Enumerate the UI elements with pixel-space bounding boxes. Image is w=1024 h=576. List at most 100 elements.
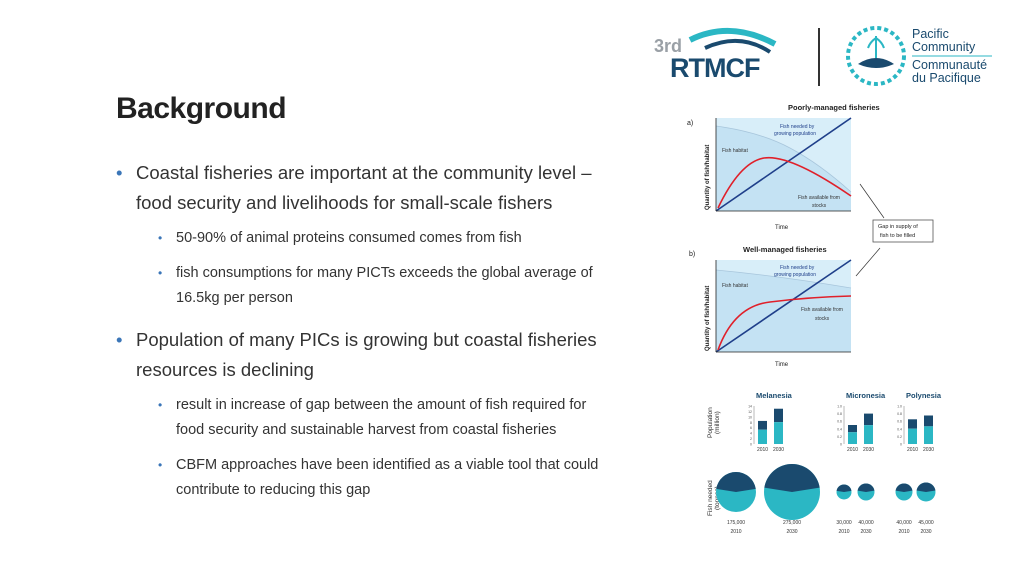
y-tick-label: 1.0 [897, 405, 902, 409]
sub-bullet-2-2: • CBFM approaches have been identified a… [158, 453, 606, 503]
bullet-dot-icon: • [158, 458, 163, 472]
bullet-list: • Coastal fisheries are important at the… [116, 158, 606, 513]
y-tick-label: 0.8 [897, 412, 902, 416]
pacific-community-logo: Pacific Community Communauté du Pacifiqu… [846, 26, 992, 86]
y-tick-label: 10 [748, 415, 752, 419]
y-tick-label: 1.0 [837, 405, 842, 409]
bar-year-label: 2010 [907, 447, 918, 453]
pc-name-line4: du Pacifique [912, 71, 981, 85]
logo-wave [704, 38, 772, 54]
chart-b-ylabel: Quantity of fish/habitat [705, 286, 711, 351]
gap-arrow-up [859, 183, 885, 219]
rtmcf-superscript: 3rd [654, 36, 682, 56]
bullet-dot-icon: • [158, 266, 163, 280]
pie-year-label: 2010 [730, 529, 741, 535]
population-bar-bottom [758, 429, 767, 444]
region-title-melanesia: Melanesia [756, 391, 793, 400]
fish-pie-navy [857, 483, 875, 492]
y-tick-label: 4 [750, 432, 752, 436]
gap-arrow-down [855, 247, 881, 277]
rtmcf-wordmark: RTMCF [670, 53, 760, 83]
rtmcf-logo: 3rd RTMCF [654, 28, 777, 83]
logo-divider [818, 28, 820, 86]
bullet-1-text: Coastal fisheries are important at the c… [136, 162, 592, 213]
sub-bullet-1-1-text: 50-90% of animal proteins consumed comes… [176, 230, 522, 246]
fish-pie-navy [764, 464, 820, 492]
bar-year-label: 2010 [757, 447, 768, 453]
fish-pie-navy [916, 482, 936, 492]
pie-value-label: 175,000 [727, 520, 745, 526]
pie-year-label: 2030 [920, 529, 931, 535]
pc-emblem-wave [858, 58, 894, 68]
gap-annotation-text: Gap in supply of fish to be filled [878, 224, 918, 239]
bullet-dot-icon: • [116, 329, 123, 350]
population-bar-top [774, 408, 783, 423]
pie-value-label: 40,000 [858, 520, 874, 526]
bullet-2-text: Population of many PICs is growing but c… [136, 329, 597, 380]
chart-b-title: Well-managed fisheries [743, 245, 827, 254]
y-tick-label: 6 [750, 426, 752, 430]
bar-year-label: 2030 [923, 447, 934, 453]
pie-value-label: 40,000 [896, 520, 912, 526]
population-fish-figure: Population(million) Fish needed(tonnes) … [707, 391, 942, 535]
y-tick-label: 0 [900, 443, 902, 447]
chart-b-available-line [717, 295, 852, 351]
chart-a-available-line [717, 156, 852, 209]
y-tick-label: 2 [750, 437, 752, 441]
y-tick-label: 0.2 [837, 435, 842, 439]
chart-a-title: Poorly-managed fisheries [788, 103, 880, 112]
chart-b-panel-label: b) [689, 251, 695, 258]
slide-title: Background [116, 92, 287, 125]
chart-b-habitat-line [715, 269, 852, 289]
y-tick-label: 12 [748, 410, 752, 414]
chart-a-needed-label: Fish needed by growing population [774, 124, 816, 137]
pie-value-label: 30,000 [836, 520, 852, 526]
chart-b-habitat-label: Fish habitat [722, 283, 748, 289]
chart-a-panel-label: a) [687, 120, 693, 127]
chart-b-available-label: Fish available from stocks [801, 307, 843, 322]
chart-b-needed-label: Fish needed by growing population [774, 265, 816, 278]
chart-a-available-label: Fish available from stocks [798, 195, 840, 209]
sub-bullet-2-1: • result in increase of gap between the … [158, 393, 606, 443]
sub-bullet-2-2-text: CBFM approaches have been identified as … [176, 457, 599, 498]
pie-value-label: 45,000 [918, 520, 934, 526]
y-tick-label: 0.8 [837, 412, 842, 416]
bullet-dot-icon: • [116, 162, 123, 183]
chart-a-habitat-area [716, 126, 851, 211]
palm-icon [867, 36, 885, 58]
bar-year-label: 2030 [863, 447, 874, 453]
chart-a-ylabel: Quantity of fish/habitat [705, 145, 711, 210]
population-bar-bottom [908, 428, 917, 444]
y-tick-label: 0.4 [897, 427, 902, 431]
region-title-polynesia: Polynesia [906, 391, 942, 400]
population-bar-top [864, 413, 873, 426]
y-tick-label: 0.4 [837, 427, 842, 431]
chart-b-habitat-area [716, 270, 851, 352]
pc-name-line2: Community [912, 40, 976, 54]
population-axis-title: Population(million) [707, 407, 721, 438]
bullet-dot-icon: • [158, 231, 163, 245]
bullet-1: • Coastal fisheries are important at the… [116, 158, 606, 218]
population-bar-bottom [848, 432, 857, 444]
chart-b-needed-line [715, 259, 852, 353]
logo-wave [688, 28, 777, 47]
chart-a-habitat-line [715, 125, 852, 193]
fisheries-line-charts: Poorly-managed fisheries a) Quantity of … [687, 103, 934, 368]
y-tick-label: 0.6 [837, 420, 842, 424]
y-tick-label: 0 [750, 443, 752, 447]
pie-year-label: 2030 [860, 529, 871, 535]
chart-a-habitat-label: Fish habitat [722, 148, 748, 154]
pie-value-label: 275,000 [783, 520, 801, 526]
pc-name-line1: Pacific [912, 27, 949, 41]
y-tick-label: 8 [750, 421, 752, 425]
pie-year-label: 2010 [898, 529, 909, 535]
population-bar-top [908, 419, 917, 429]
chart-a-xlabel: Time [775, 225, 789, 231]
population-bar-bottom [774, 422, 783, 444]
population-bar-bottom [924, 426, 933, 444]
population-bar-top [758, 420, 767, 430]
sub-bullet-2-1-text: result in increase of gap between the am… [176, 397, 587, 438]
y-tick-label: 0 [840, 443, 842, 447]
chart-b-xlabel: Time [775, 362, 789, 368]
population-bar-bottom [864, 425, 873, 444]
